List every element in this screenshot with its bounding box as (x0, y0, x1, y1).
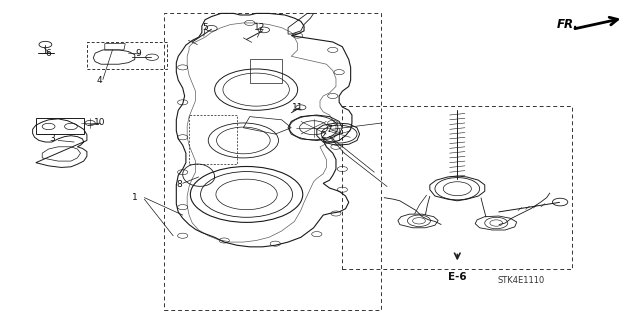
Text: FR.: FR. (557, 18, 579, 31)
Text: 7: 7 (326, 125, 332, 134)
Text: STK4E1110: STK4E1110 (497, 276, 545, 285)
Text: 8: 8 (177, 181, 182, 189)
Text: 5: 5 (202, 23, 208, 32)
Text: 11: 11 (292, 103, 303, 112)
Text: 9: 9 (135, 48, 141, 58)
Text: 10: 10 (94, 118, 106, 128)
Text: 1: 1 (132, 193, 138, 202)
Text: 12: 12 (253, 23, 265, 32)
Text: 2: 2 (321, 131, 326, 140)
Text: 4: 4 (97, 76, 102, 85)
Text: E-6: E-6 (448, 272, 467, 282)
Text: 6: 6 (45, 48, 51, 58)
Text: 3: 3 (49, 134, 54, 143)
